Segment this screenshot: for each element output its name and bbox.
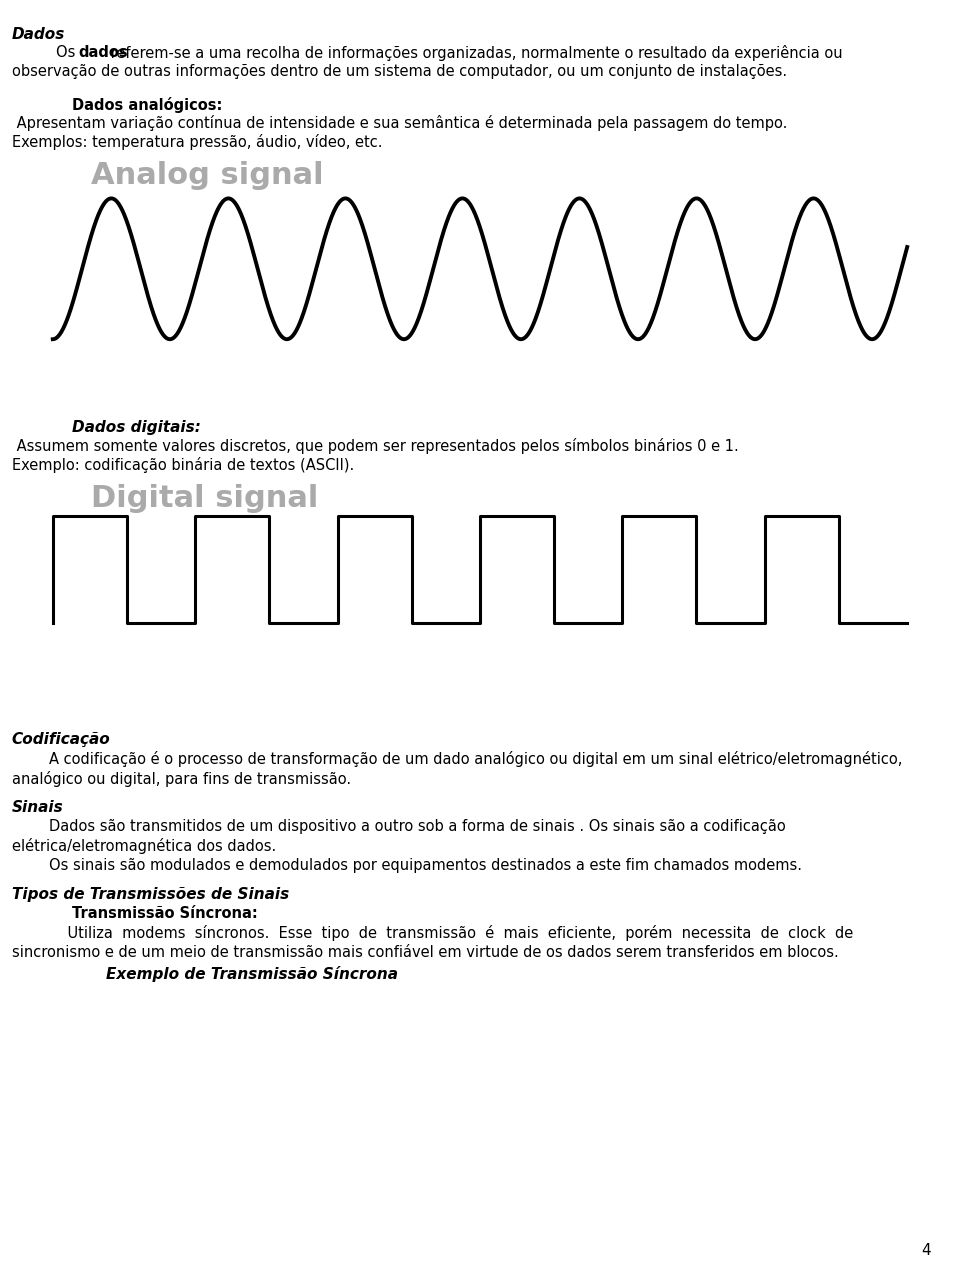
Text: Apresentam variação contínua de intensidade e sua semântica é determinada pela p: Apresentam variação contínua de intensid… [12, 115, 787, 132]
Text: Digital signal: Digital signal [91, 484, 319, 513]
Text: Os sinais são modulados e demodulados por equipamentos destinados a este fim cha: Os sinais são modulados e demodulados po… [12, 858, 802, 873]
Text: Dados: Dados [12, 27, 65, 42]
Text: Utiliza  modems  síncronos.  Esse  tipo  de  transmissão  é  mais  eficiente,  p: Utiliza modems síncronos. Esse tipo de t… [12, 925, 852, 941]
Text: Exemplo de Transmissão Síncrona: Exemplo de Transmissão Síncrona [106, 966, 397, 983]
Text: elétrica/eletromagnética dos dados.: elétrica/eletromagnética dos dados. [12, 838, 276, 855]
Text: Sinais: Sinais [12, 800, 63, 815]
Text: analógico ou digital, para fins de transmissão.: analógico ou digital, para fins de trans… [12, 771, 350, 786]
Text: Assumem somente valores discretos, que podem ser representados pelos símbolos bi: Assumem somente valores discretos, que p… [12, 438, 738, 453]
Text: Dados digitais:: Dados digitais: [72, 420, 201, 435]
Text: Codificação: Codificação [12, 732, 110, 748]
Text: Dados são transmitidos de um dispositivo a outro sob a forma de sinais . Os sina: Dados são transmitidos de um dispositivo… [12, 819, 785, 835]
Text: observação de outras informações dentro de um sistema de computador, ou um conju: observação de outras informações dentro … [12, 64, 786, 79]
Text: Transmissão Síncrona:: Transmissão Síncrona: [72, 906, 257, 922]
Text: Os: Os [56, 45, 80, 60]
Text: Dados analógicos:: Dados analógicos: [72, 97, 223, 113]
Text: dados: dados [79, 45, 129, 60]
Text: 4: 4 [922, 1243, 931, 1258]
Text: Exemplo: codificação binária de textos (ASCII).: Exemplo: codificação binária de textos (… [12, 457, 354, 472]
Text: Analog signal: Analog signal [91, 161, 324, 191]
Text: A codificação é o processo de transformação de um dado analógico ou digital em u: A codificação é o processo de transforma… [12, 751, 901, 767]
Text: sincronismo e de um meio de transmissão mais confiável em virtude de os dados se: sincronismo e de um meio de transmissão … [12, 945, 838, 960]
Text: referem-se a uma recolha de informações organizadas, normalmente o resultado da : referem-se a uma recolha de informações … [106, 45, 842, 60]
Text: Exemplos: temperatura pressão, áudio, vídeo, etc.: Exemplos: temperatura pressão, áudio, ví… [12, 134, 382, 151]
Text: Tipos de Transmissões de Sinais: Tipos de Transmissões de Sinais [12, 887, 289, 902]
